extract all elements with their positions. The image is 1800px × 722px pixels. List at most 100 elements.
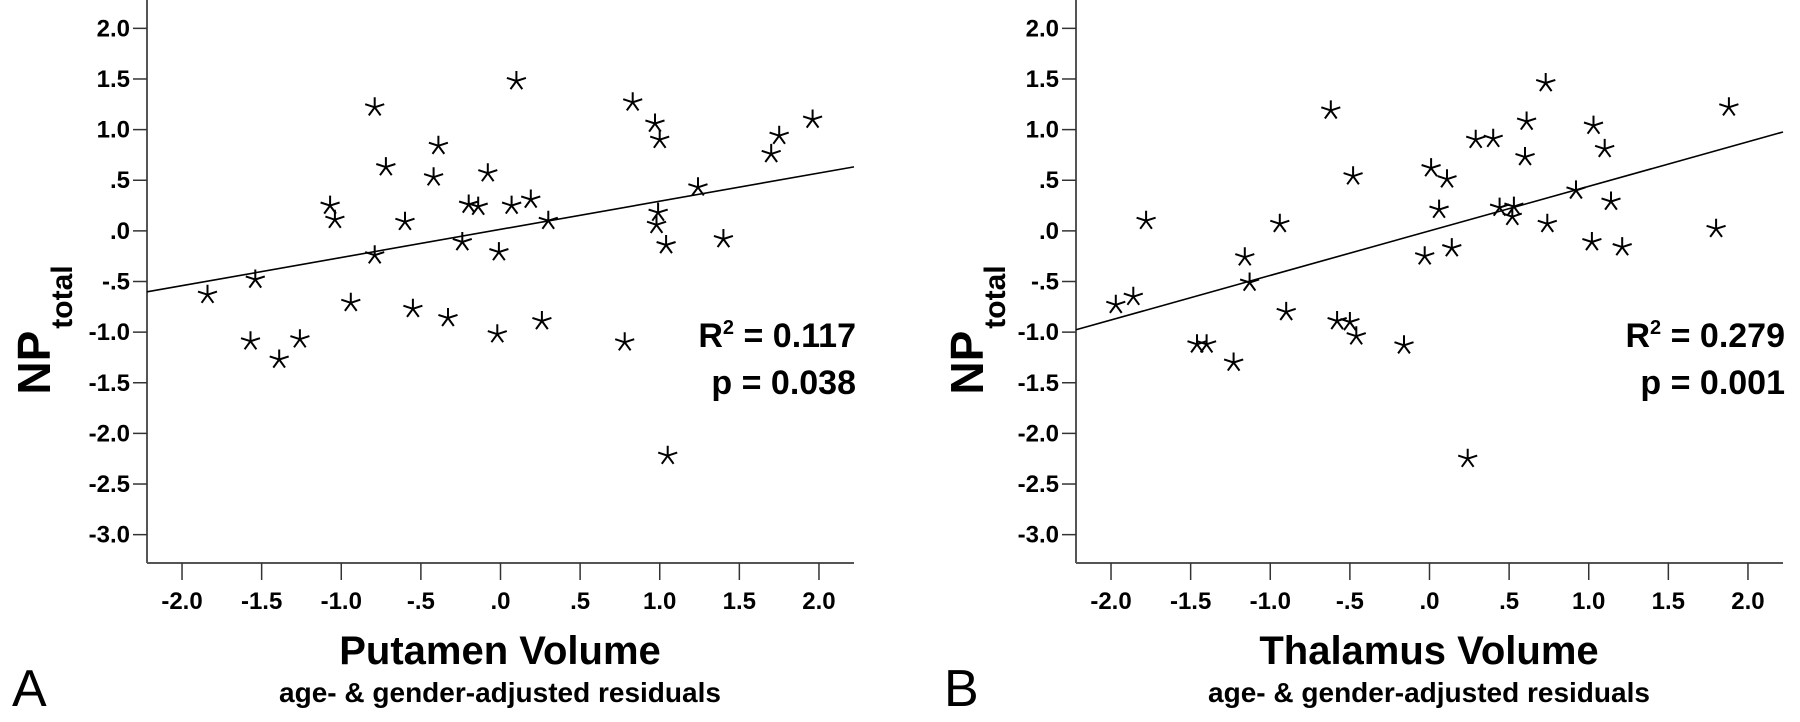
- panel-a: 2.0 1.5 1.0 .5 .0 -.5 -1.0 -1.5 -2.0 -2.5 -3.0 -2.0…: [8, 0, 856, 718]
- x-tick-label: -.5: [1336, 588, 1364, 615]
- y-tick-label: 1.5: [97, 66, 130, 93]
- x-tick-label: 1.5: [1652, 588, 1685, 615]
- data-point: [1582, 232, 1602, 251]
- y-tick-label: .0: [1039, 218, 1059, 245]
- x-tick-label: -1.5: [241, 588, 282, 615]
- data-point: [1123, 286, 1144, 306]
- data-point: [423, 167, 444, 186]
- y-tick-label: 2.0: [1026, 15, 1059, 42]
- data-point: [688, 177, 708, 196]
- x-tick-label: 1.0: [643, 588, 676, 615]
- data-point: [468, 196, 489, 216]
- data-point: [1136, 210, 1156, 230]
- data-point: [1437, 169, 1457, 188]
- data-point: [375, 157, 396, 176]
- y-axis-title-main: NP: [8, 331, 60, 395]
- data-point: [428, 135, 449, 155]
- y-tick-label: -3.0: [89, 522, 130, 549]
- data-point: [1515, 147, 1535, 166]
- data-point: [1234, 247, 1255, 266]
- data-point: [340, 292, 361, 312]
- x-tick-label: 1.5: [723, 588, 756, 615]
- x-tick-label: -1.5: [1170, 588, 1211, 615]
- data-point: [1429, 199, 1449, 219]
- regression-line: [146, 166, 855, 293]
- data-point: [538, 210, 559, 230]
- data-point: [1489, 197, 1510, 217]
- data-point: [1594, 138, 1615, 158]
- data-point: [1421, 158, 1441, 177]
- x-tick-label: -1.0: [1250, 588, 1291, 615]
- data-point: [649, 129, 670, 149]
- y-tick-label: .0: [110, 218, 130, 245]
- x-axis-title: Thalamus Volume: [1259, 629, 1598, 673]
- y-tick-label: -1.5: [1018, 370, 1059, 397]
- plot-area: 2.0 1.5 1.0 .5 .0 -.5 -1.0 -1.5 -2.0 -2.5 -3.0 -2.0…: [89, 0, 855, 615]
- data-point: [1535, 73, 1556, 92]
- data-point: [769, 125, 790, 145]
- data-point: [646, 214, 667, 234]
- data-point: [1320, 100, 1341, 120]
- y-tick-label: -2.0: [1018, 420, 1059, 447]
- y-tick-label: 2.0: [97, 15, 130, 42]
- x-axis-subtitle: age- & gender-adjusted residuals: [279, 677, 721, 708]
- data-point: [520, 189, 541, 209]
- x-tick-label: -.5: [407, 588, 435, 615]
- data-point: [1196, 334, 1217, 353]
- data-point: [1566, 180, 1586, 200]
- data-point: [506, 71, 527, 90]
- y-axis-title: NPtotal: [941, 265, 1012, 394]
- p-value-annotation: p = 0.001: [1640, 364, 1785, 402]
- x-tick-label: .0: [1419, 588, 1439, 615]
- x-tick-label: -1.0: [321, 588, 362, 615]
- data-point: [645, 113, 665, 133]
- data-point: [622, 92, 643, 111]
- x-tick-label: -2.0: [161, 588, 202, 615]
- data-point: [1718, 97, 1739, 116]
- y-tick-label: .5: [1039, 167, 1059, 194]
- data-point: [532, 311, 552, 330]
- data-point: [1223, 352, 1244, 372]
- data-point: [477, 163, 498, 182]
- data-point: [501, 195, 522, 215]
- x-tick-label: -2.0: [1090, 588, 1131, 615]
- x-tick-label: 2.0: [1731, 588, 1764, 615]
- y-axis-title-main: NP: [941, 331, 993, 395]
- x-tick-label: 1.0: [1572, 588, 1605, 615]
- data-point: [614, 332, 635, 351]
- panel-b: 2.0 1.5 1.0 .5 .0 -.5 -1.0 -1.5 -2.0 -2.5 -3.0 -2.0…: [941, 0, 1785, 718]
- y-axis-title-subscript: total: [46, 265, 79, 328]
- data-point: [1346, 326, 1367, 345]
- x-tick-label: .0: [490, 588, 510, 615]
- data-point: [648, 202, 668, 222]
- data-point: [1516, 111, 1537, 131]
- x-tick-label: .5: [1499, 588, 1519, 615]
- y-tick-label: -2.5: [89, 471, 130, 498]
- y-axis-title-subscript: total: [979, 265, 1012, 328]
- data-point: [489, 242, 509, 261]
- panel-label: A: [12, 660, 47, 718]
- panel-label: B: [944, 660, 979, 718]
- y-tick-label: -3.0: [1018, 522, 1059, 549]
- y-tick-label: -2.5: [1018, 471, 1059, 498]
- data-point: [1441, 238, 1462, 257]
- data-point: [1612, 237, 1633, 256]
- data-point: [1601, 191, 1621, 211]
- x-tick-label: .5: [570, 588, 590, 615]
- data-point: [240, 331, 261, 350]
- data-point: [713, 229, 734, 248]
- data-point: [320, 195, 340, 215]
- data-point: [438, 308, 458, 327]
- data-point: [1537, 213, 1558, 233]
- data-point: [1414, 246, 1435, 265]
- y-tick-label: -.5: [102, 269, 130, 296]
- data-point: [395, 211, 415, 231]
- data-point: [452, 232, 473, 251]
- data-point: [1105, 294, 1126, 314]
- data-point: [1343, 166, 1363, 185]
- data-point: [458, 194, 479, 214]
- data-point: [325, 209, 345, 229]
- data-point: [403, 298, 423, 318]
- data-point: [1583, 115, 1604, 135]
- data-point: [1239, 272, 1260, 292]
